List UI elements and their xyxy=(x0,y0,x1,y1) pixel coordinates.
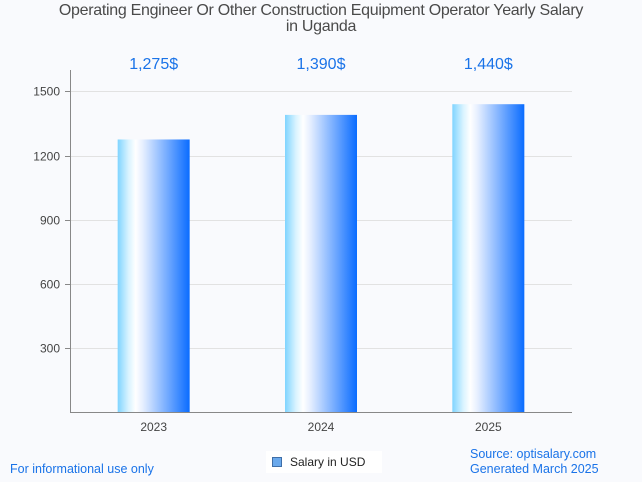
labels: 300 600 900 1200 1500 2023 1,275$ 2024 1,390$ 202… xyxy=(33,56,513,434)
source-text: Source: optisalary.com xyxy=(470,447,597,461)
legend-swatch-icon xyxy=(272,457,282,467)
chart-title-line-1: Operating Engineer Or Other Construction… xyxy=(58,2,584,19)
chart-title: Operating Engineer Or Other Construction… xyxy=(0,3,642,35)
data-label: 1,275$ xyxy=(129,56,178,73)
y-tick-label: 1500 xyxy=(33,85,60,99)
y-tick-label: 300 xyxy=(40,342,60,356)
data-label: 1,440$ xyxy=(464,56,513,73)
x-tick-label: 2023 xyxy=(140,420,167,434)
data-label: 1,390$ xyxy=(297,56,346,73)
y-tick-label: 1200 xyxy=(33,150,60,164)
axes xyxy=(65,70,572,413)
bar xyxy=(117,139,190,412)
generated-text: Generated March 2025 xyxy=(470,462,599,476)
bar xyxy=(285,114,357,412)
x-tick-label: 2025 xyxy=(475,420,502,434)
bar xyxy=(452,104,525,412)
chart-title-line-2: in Uganda xyxy=(285,18,357,35)
legend-label: Salary in USD xyxy=(290,455,366,469)
disclaimer-text: For informational use only xyxy=(10,462,154,476)
source-info: Source: optisalary.com Generated March 2… xyxy=(470,447,599,477)
y-tick-label: 600 xyxy=(40,278,60,292)
x-tick-label: 2024 xyxy=(308,420,335,434)
legend[interactable]: Salary in USD xyxy=(266,451,382,473)
bars xyxy=(117,104,525,412)
y-tick-label: 900 xyxy=(40,214,60,228)
